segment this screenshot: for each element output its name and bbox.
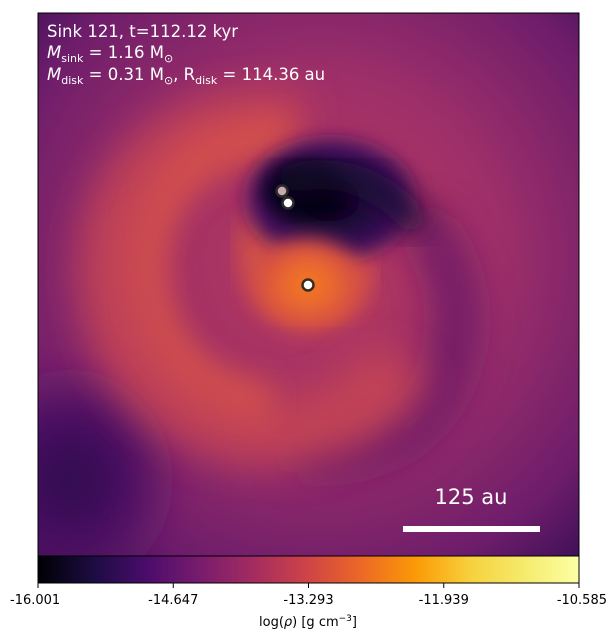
panel-title: Sink 121, t=112.12 kyr bbox=[47, 22, 238, 41]
sink-middle-marker bbox=[281, 196, 295, 210]
density-map: 125 au Sink 121, t=112.12 kyr Msink = 1.… bbox=[38, 13, 579, 556]
disk-properties-text: Mdisk = 0.31 M⊙, Rdisk = 114.36 au bbox=[47, 65, 325, 87]
colorbar: -16.001 -14.647 -13.293 -11.939 -10.585 log(… bbox=[10, 555, 607, 630]
colorbar-gradient bbox=[38, 556, 579, 583]
scale-bar bbox=[403, 526, 540, 532]
sink-upper-marker bbox=[275, 184, 289, 198]
colorbar-tick-label: -13.293 bbox=[283, 593, 333, 608]
sink-mass-text: Msink = 1.16 M⊙ bbox=[47, 43, 173, 65]
colorbar-tick-label: -11.939 bbox=[419, 593, 469, 608]
scale-bar-label: 125 au bbox=[435, 485, 508, 509]
colorbar-tick-label: -14.647 bbox=[148, 593, 198, 608]
sink-primary-marker bbox=[301, 278, 315, 292]
colorbar-label: log(ρ) [g cm−3] bbox=[259, 614, 357, 630]
colorbar-tick-label: -16.001 bbox=[10, 593, 60, 608]
colorbar-tick-label: -10.585 bbox=[557, 593, 607, 608]
